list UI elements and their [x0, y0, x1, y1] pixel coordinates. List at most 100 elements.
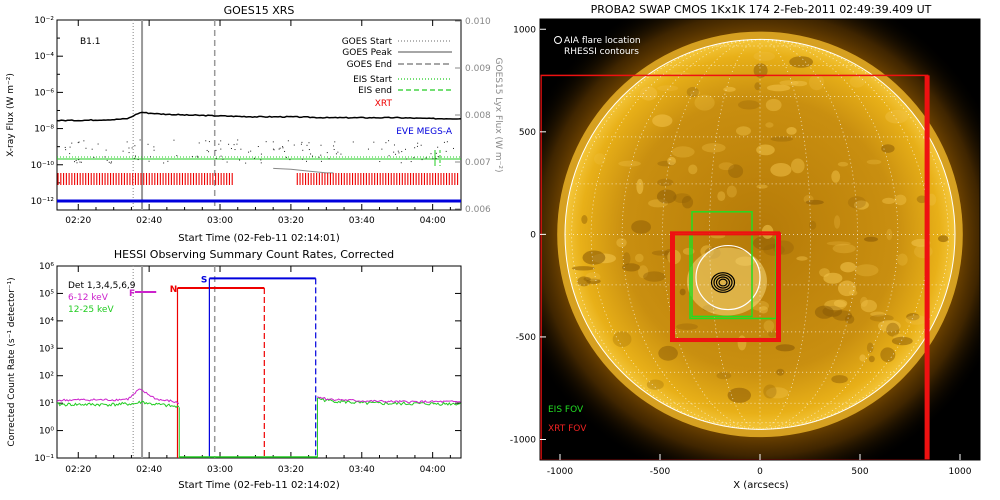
- goes-short-point: [69, 146, 71, 148]
- bright-region: [786, 126, 797, 135]
- label-eis-fov: EIS FOV: [548, 405, 584, 415]
- goes-short-point: [308, 142, 310, 144]
- bright-region: [790, 80, 808, 87]
- bright-region: [688, 164, 698, 175]
- dark-region: [612, 331, 632, 348]
- bright-region: [853, 200, 869, 210]
- goes-short-point: [421, 159, 423, 161]
- hessi-ytick-label: 10⁰: [39, 427, 54, 437]
- longitude-gridline: [662, 39, 761, 430]
- bright-region: [791, 158, 805, 174]
- legend-6-12kev: 6-12 keV: [68, 293, 109, 303]
- goes-short-point: [79, 161, 81, 163]
- bright-region: [779, 80, 799, 86]
- bright-region: [870, 311, 886, 317]
- dark-region: [622, 263, 640, 272]
- hessi-plot-frame: [56, 265, 462, 459]
- goes-short-point: [388, 155, 390, 157]
- bright-region: [833, 299, 848, 308]
- goes-xtick-label: 03:00: [207, 216, 233, 226]
- goes-short-point: [398, 152, 400, 154]
- goes-short-point: [417, 142, 419, 144]
- goes-short-point: [106, 159, 108, 161]
- bright-region: [765, 98, 782, 112]
- bright-region: [763, 320, 775, 332]
- goes-short-point: [420, 144, 422, 146]
- hessi-6-12kev-series: [57, 388, 180, 404]
- dark-region: [577, 276, 591, 287]
- goes-ytick-label: 10⁻⁶: [34, 88, 54, 98]
- goes-ytick-right-label: 0.008: [465, 111, 491, 121]
- dark-region: [776, 368, 785, 376]
- goes-x-ticks: 02:20 02:40 03:00 03:20 03:40 04:00: [65, 20, 451, 226]
- goes-short-point: [284, 150, 286, 152]
- dark-region: [738, 100, 760, 110]
- bright-region: [834, 215, 841, 229]
- hessi-6-12kev-series: [317, 396, 461, 404]
- goes-short-point: [445, 150, 447, 152]
- swap-xtick-label: -500: [650, 467, 671, 477]
- goes-short-point: [397, 150, 399, 152]
- goes-xlabel: Start Time (02-Feb-11 02:14:01): [178, 233, 340, 244]
- dark-region: [847, 196, 866, 209]
- dark-region: [657, 178, 674, 187]
- goes-short-point: [393, 151, 395, 153]
- bright-region: [689, 90, 701, 96]
- goes-short-point: [126, 141, 128, 143]
- goes-ytick-right-label: 0.006: [465, 205, 491, 215]
- goes-short-point: [373, 141, 375, 143]
- goes-ytick-right-label: 0.007: [465, 158, 491, 168]
- bright-region: [694, 94, 715, 111]
- hessi-12-25kev-series: [317, 397, 461, 406]
- bright-region: [860, 299, 878, 313]
- goes-short-point: [122, 150, 124, 152]
- swap-xtick-label: 500: [851, 467, 868, 477]
- goes-short-point: [91, 148, 93, 150]
- swap-y-ticks: 1000 500 0 -500 -1000: [510, 25, 546, 445]
- hessi-data-layer: F N S: [57, 266, 461, 458]
- swap-xtick-label: 0: [757, 467, 763, 477]
- goes-xtick-label: 02:40: [136, 216, 162, 226]
- goes-short-point: [226, 161, 228, 163]
- solar-limb: [564, 38, 956, 430]
- bright-region: [657, 85, 679, 92]
- bright-region: [840, 262, 856, 273]
- bright-region: [837, 161, 849, 167]
- goes-short-point: [222, 158, 224, 160]
- goes-short-point: [302, 158, 304, 160]
- bright-region: [635, 253, 644, 263]
- goes-short-point: [137, 159, 139, 161]
- goes-short-point: [176, 155, 178, 157]
- goes-short-point: [167, 160, 169, 162]
- legend-eis-end: EIS end: [358, 86, 392, 96]
- goes-short-point: [393, 144, 395, 146]
- dark-region: [831, 375, 848, 384]
- dark-region: [673, 193, 691, 204]
- dark-region: [753, 63, 768, 78]
- rhessi-contour: [710, 272, 736, 293]
- goes-short-point: [134, 155, 136, 157]
- dark-region: [768, 331, 777, 338]
- dark-region: [651, 250, 672, 256]
- goes-short-point: [245, 162, 247, 164]
- bright-region: [826, 241, 851, 246]
- goes-short-point: [134, 145, 136, 147]
- bright-region: [701, 143, 726, 153]
- goes-data-layer: [57, 20, 461, 210]
- legend-eve: EVE MEGS-A: [396, 127, 453, 137]
- goes-short-point: [220, 140, 222, 142]
- bright-region: [756, 184, 768, 189]
- xrt-fov-edge: [670, 232, 675, 339]
- hessi-ylabel: Corrected Count Rate (s⁻¹ detector⁻¹): [7, 277, 17, 446]
- hessi-xtick-label: 03:00: [207, 465, 233, 475]
- dark-region: [679, 288, 686, 296]
- bright-region: [667, 156, 676, 166]
- bright-region: [809, 74, 825, 91]
- goes-short-point: [278, 148, 280, 150]
- dark-region: [686, 86, 699, 98]
- goes-short-point: [257, 146, 259, 148]
- bright-region: [766, 84, 791, 92]
- label-xrt-fov: XRT FOV: [548, 424, 587, 434]
- bright-region: [639, 86, 658, 101]
- dark-region: [906, 313, 920, 321]
